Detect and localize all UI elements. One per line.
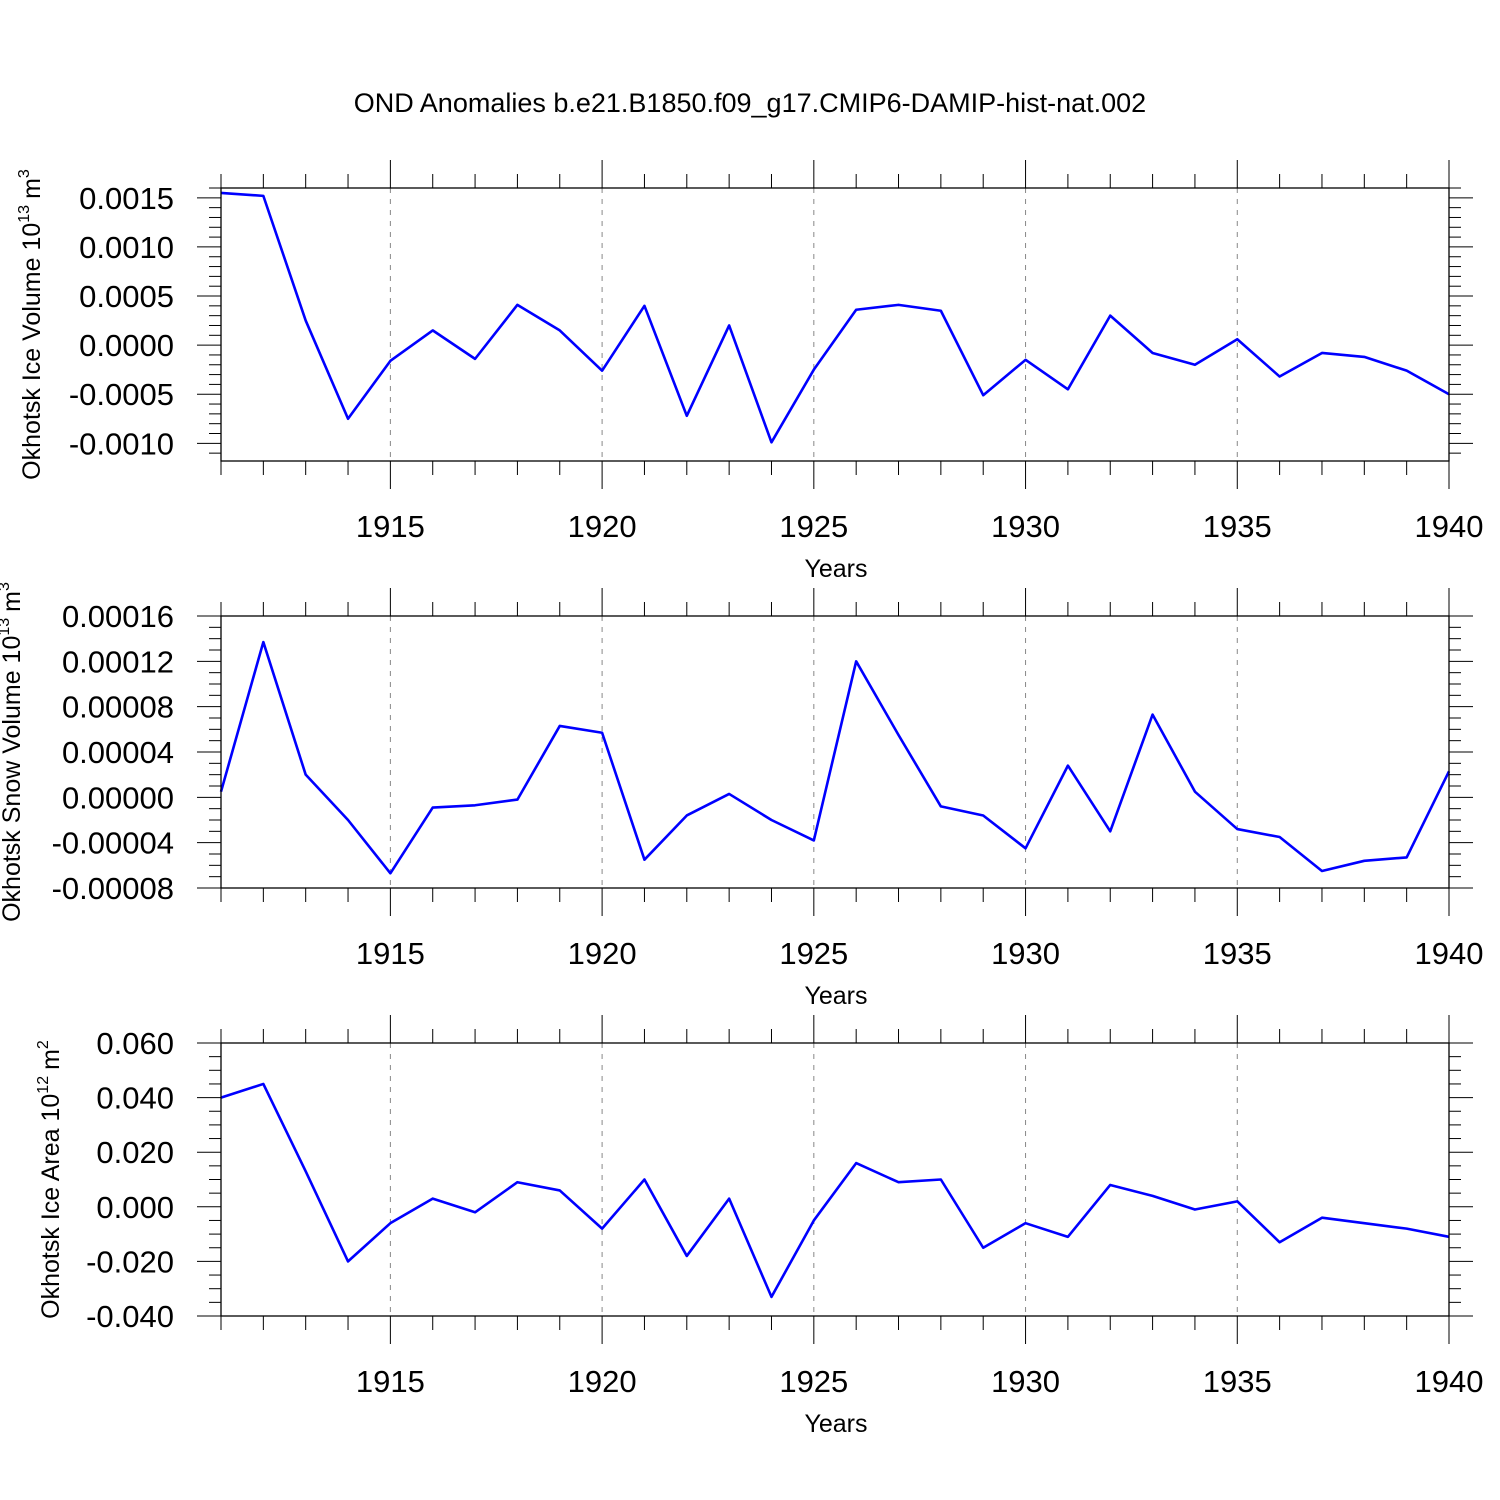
x-tick-label: 1935 [1203,936,1272,971]
y-tick-label: 0.040 [96,1081,174,1116]
y-tick-label: -0.00004 [52,826,174,861]
y-tick-label: -0.0010 [69,426,174,461]
y-tick-label: 0.00004 [62,735,174,770]
y-tick-label: 0.00012 [62,644,174,679]
chart-panel-3: 1915 1920 1925 1930 1935 1940 Years -0.040 -0.02… [35,1015,1483,1438]
y-tick-label: -0.020 [86,1244,174,1279]
x-tick-label: 1940 [1415,509,1484,544]
x-tick-label: 1920 [568,1364,637,1399]
x-tick-label: 1930 [991,509,1060,544]
y-axis-label: Okhotsk Ice Area 1012m2 [35,1040,65,1319]
series-line [219,640,1451,875]
x-tick-label: 1930 [991,936,1060,971]
y-tick-label: 0.060 [96,1026,174,1061]
x-axis-label: Years [804,1410,867,1438]
x-axis-label: Years [804,555,867,583]
x-tick-label: 1925 [779,1364,848,1399]
x-tick-label: 1940 [1415,936,1484,971]
series-line [220,1082,1450,1299]
x-tick-label: 1920 [568,936,637,971]
y-tick-label: 0.00000 [62,780,174,815]
plot-frame [220,187,1450,462]
y-axis-label: Okhotsk Ice Volume 1013m3 [16,169,46,480]
x-tick-label: 1925 [779,509,848,544]
x-tick-label: 1940 [1415,1364,1484,1399]
y-tick-label: 0.020 [96,1135,174,1170]
y-tick-label: -0.040 [86,1299,174,1334]
y-tick-label: 0.0010 [79,230,174,265]
x-tick-label: 1935 [1203,509,1272,544]
x-tick-label: 1915 [356,936,425,971]
chart-panel-2: 1915 1920 1925 1930 1935 1940 Years -0.00008 -0.… [0,582,1483,1010]
y-tick-label: 0.000 [96,1190,174,1225]
y-tick-label: 0.00008 [62,690,174,725]
y-tick-label: 0.00016 [62,599,174,634]
series-line [220,191,1450,444]
x-tick-label: 1915 [356,509,425,544]
chart-panel-1: 1915 1920 1925 1930 1935 1940 Years -0.0010 -0.0… [16,160,1483,583]
y-tick-label: -0.0005 [69,377,174,412]
x-tick-label: 1925 [779,936,848,971]
x-tick-label: 1930 [991,1364,1060,1399]
panels: 1915 1920 1925 1930 1935 1940 Years -0.0010 -0.0… [0,160,1483,1438]
y-tick-label: 0.0015 [79,181,174,216]
y-tick-label: -0.00008 [52,871,174,906]
y-axis-label: Okhotsk Snow Volume 1013m3 [0,582,26,922]
y-tick-label: 0.0000 [79,328,174,363]
x-tick-label: 1920 [568,509,637,544]
plot-frame [220,1042,1450,1317]
y-tick-label: 0.0005 [79,279,174,314]
x-tick-label: 1915 [356,1364,425,1399]
figure-title: OND Anomalies b.e21.B1850.f09_g17.CMIP6-… [354,88,1146,118]
x-axis-label: Years [804,982,867,1010]
x-tick-label: 1935 [1203,1364,1272,1399]
